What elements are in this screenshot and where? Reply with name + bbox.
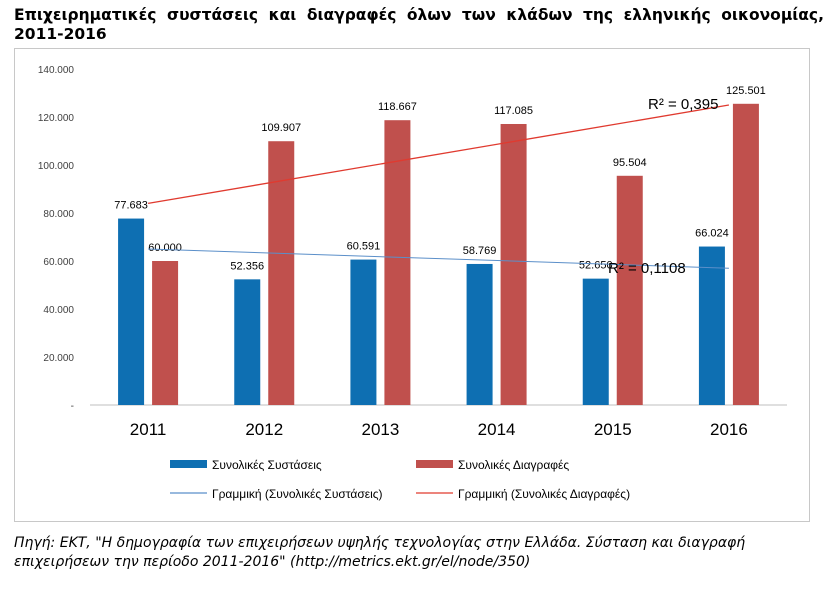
bar-diagrafes-2011 bbox=[152, 261, 179, 405]
bar-systaseis-2011 bbox=[118, 218, 145, 405]
bar-diagrafes-2016 bbox=[732, 103, 759, 405]
data-label: 60.591 bbox=[347, 241, 381, 253]
legend-label-trend-diagrafes: Γραμμική (Συνολικές Διαγραφές) bbox=[458, 487, 630, 501]
r2-label-diagrafes: R² = 0,395 bbox=[648, 96, 718, 113]
x-tick-label: 2014 bbox=[478, 420, 516, 439]
data-label: 95.504 bbox=[613, 157, 647, 169]
legend-swatch-diagrafes bbox=[416, 460, 453, 468]
x-tick-label: 2013 bbox=[362, 420, 400, 439]
bar-diagrafes-2013 bbox=[384, 120, 411, 405]
data-label: 109.907 bbox=[261, 122, 301, 134]
legend-swatch-systaseis bbox=[170, 460, 207, 468]
bar-chart: - 20.000 40.000 60.000 80.000 100.000 120.000 1… bbox=[38, 65, 787, 501]
trendline-diagrafes bbox=[147, 104, 730, 205]
y-tick-label: - bbox=[71, 401, 74, 412]
bar-diagrafes-2012 bbox=[268, 141, 295, 405]
y-tick-label: 60.000 bbox=[43, 257, 74, 268]
data-label: 66.024 bbox=[695, 228, 729, 240]
legend-label-trend-systaseis: Γραμμική (Συνολικές Συστάσεις) bbox=[212, 487, 383, 501]
data-label: 77.683 bbox=[114, 200, 148, 212]
y-tick-label: 40.000 bbox=[43, 305, 74, 316]
x-tick-label: 2012 bbox=[245, 420, 283, 439]
bar-systaseis-2012 bbox=[234, 279, 261, 405]
data-label: 117.085 bbox=[494, 105, 533, 117]
y-tick-label: 80.000 bbox=[43, 209, 74, 220]
data-label: 60.000 bbox=[148, 242, 182, 254]
y-tick-label: 120.000 bbox=[38, 113, 75, 124]
y-tick-label: 140.000 bbox=[38, 65, 75, 76]
data-label: 52.356 bbox=[230, 260, 264, 272]
legend-label-systaseis: Συνολικές Συστάσεις bbox=[212, 458, 322, 472]
y-tick-label: 100.000 bbox=[38, 161, 75, 172]
x-tick-label: 2016 bbox=[710, 420, 748, 439]
bar-systaseis-2015 bbox=[582, 278, 609, 405]
data-label: 52.650 bbox=[579, 260, 613, 272]
chart-area: - 20.000 40.000 60.000 80.000 100.000 120.000 1… bbox=[14, 48, 810, 522]
legend-label-diagrafes: Συνολικές Διαγραφές bbox=[458, 458, 569, 472]
source-note: Πηγή: ΕΚΤ, "Η δημογραφία των επιχειρήσεω… bbox=[14, 535, 746, 570]
y-tick-label: 20.000 bbox=[43, 353, 74, 364]
chart-title: Επιχειρηματικές συστάσεις και διαγραφές … bbox=[14, 6, 824, 43]
bar-systaseis-2014 bbox=[466, 263, 493, 405]
bar-diagrafes-2015 bbox=[616, 175, 643, 405]
trendline-systaseis bbox=[148, 248, 729, 269]
data-label: 118.667 bbox=[378, 101, 417, 113]
data-label: 125.501 bbox=[726, 85, 766, 97]
bar-diagrafes-2014 bbox=[500, 123, 527, 405]
r2-label-systaseis: R² = 0,1108 bbox=[608, 260, 686, 277]
bar-systaseis-2016 bbox=[698, 246, 725, 405]
bar-systaseis-2013 bbox=[350, 259, 377, 405]
data-label: 58.769 bbox=[463, 245, 497, 257]
x-tick-label: 2011 bbox=[130, 420, 167, 439]
x-tick-label: 2015 bbox=[594, 420, 632, 439]
